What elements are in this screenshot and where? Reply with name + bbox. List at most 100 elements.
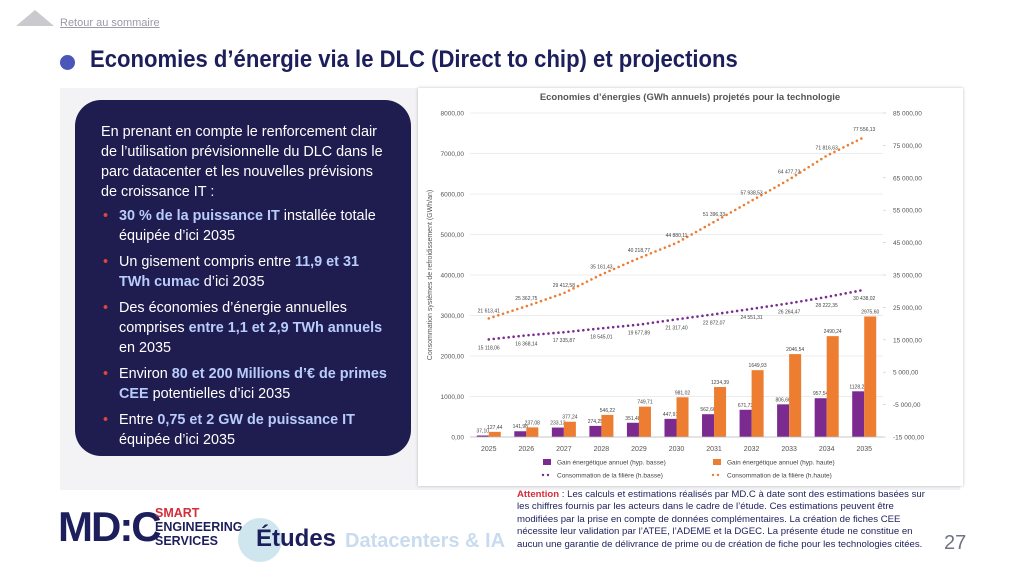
- y-tick-label: 0,00: [451, 435, 464, 442]
- bar-value-label: 237,08: [525, 420, 541, 426]
- section-badge: [238, 518, 282, 562]
- bar: [664, 418, 677, 437]
- x-tick-label: 2028: [594, 446, 610, 453]
- line-value-label: 17 335,87: [553, 338, 575, 344]
- bullet-highlight: 11,9 et 31 TWh cumac: [119, 254, 359, 290]
- bar: [551, 427, 564, 437]
- line-value-label: 44 880,11: [666, 233, 688, 239]
- title-bullet: [60, 55, 75, 70]
- line-value-label: 18 545,01: [590, 334, 612, 340]
- back-icon[interactable]: [14, 8, 56, 28]
- bar-value-label: 2490,24: [824, 329, 842, 335]
- bar-value-label: 749,71: [637, 400, 653, 406]
- bar-value-label: 562,66: [700, 407, 716, 413]
- bar-value-label: 377,24: [562, 415, 578, 421]
- bullet-text: Un gisement compris entre: [119, 254, 295, 270]
- line-value-label: 35 161,43: [590, 264, 612, 270]
- y-tick-label: 8000,00: [441, 111, 465, 118]
- line-value-label: 24 551,31: [740, 315, 762, 321]
- x-tick-label: 2025: [481, 446, 497, 453]
- bar-value-label: 274,25: [588, 419, 604, 425]
- bullet-text: en 2035: [119, 340, 172, 356]
- bar-value-label: 546,22: [600, 408, 616, 414]
- slide-title: Economies d’énergie via le DLC (Direct t…: [90, 46, 738, 73]
- x-tick-label: 2030: [669, 446, 685, 453]
- logo: MD:C: [58, 503, 162, 550]
- bar: [626, 422, 639, 437]
- bullet-highlight: 0,75 et 2 GW de puissance IT: [157, 412, 355, 428]
- line-value-label: 22 872,07: [703, 320, 725, 326]
- summary-box: En prenant en compte le renforcement cla…: [75, 100, 411, 456]
- bar-value-label: 2975,60: [861, 309, 879, 315]
- bar: [676, 397, 689, 437]
- line-value-label: 57 938,53: [740, 191, 762, 197]
- bar: [514, 431, 527, 437]
- summary-bullet: Entre 0,75 et 2 GW de puissance IT équip…: [101, 410, 389, 450]
- y2-tick-label: 85 000,00: [893, 111, 922, 118]
- summary-bullet: Environ 80 et 200 Millions d’€ de primes…: [101, 364, 389, 404]
- bar-value-label: 1128,21: [849, 384, 867, 390]
- logo-tagline: SMART ENGINEERING SERVICES: [155, 506, 243, 548]
- y2-tick-label: 65 000,00: [893, 175, 922, 182]
- summary-intro: En prenant en compte le renforcement cla…: [101, 124, 383, 200]
- line-series: [487, 288, 866, 341]
- tagline-line: ENGINEERING: [155, 520, 243, 534]
- bar-value-label: 2046,54: [786, 347, 804, 353]
- line-series: [487, 135, 866, 320]
- bullet-text: Des économies d’énergie annuelles compri…: [119, 300, 347, 336]
- x-tick-label: 2033: [781, 446, 797, 453]
- y2-tick-label: 55 000,00: [893, 208, 922, 215]
- line-value-label: 16 368,14: [515, 341, 537, 347]
- bar-value-label: 351,48: [625, 416, 641, 422]
- bullet-highlight: entre 1,1 et 2,9 TWh annuels: [188, 320, 383, 336]
- disclaimer-label: Attention: [517, 489, 560, 500]
- bullet-text: d’ici 2035: [199, 274, 265, 290]
- bar: [751, 370, 764, 437]
- line-value-label: 64 477,72: [778, 169, 800, 175]
- bar: [852, 391, 865, 437]
- y-tick-label: 6000,00: [441, 192, 465, 199]
- bar-value-label: 806,66: [775, 397, 791, 403]
- back-link[interactable]: Retour au sommaire: [60, 17, 160, 29]
- disclaimer: Attention : Les calculs et estimations r…: [517, 489, 937, 551]
- bar: [589, 425, 602, 437]
- line-value-label: 15 118,06: [478, 345, 500, 351]
- line-value-label: 19 677,89: [628, 331, 650, 337]
- bar-value-label: 957,54: [813, 391, 829, 397]
- bar: [563, 421, 576, 437]
- summary-list: 30 % de la puissance IT installée totale…: [101, 206, 389, 450]
- y2-tick-label: 25 000,00: [893, 305, 922, 312]
- bullet-text: Entre: [119, 412, 158, 428]
- y-tick-label: 2000,00: [441, 354, 465, 361]
- y-tick-label: 1000,00: [441, 394, 465, 401]
- bullet-highlight: 80 et 200 Millions d’€ de primes CEE: [119, 366, 387, 402]
- chart-title: Economies d’énergies (GWh annuels) proje…: [540, 92, 840, 103]
- y-tick-label: 5000,00: [441, 232, 465, 239]
- bar: [638, 406, 651, 437]
- legend-swatch: [543, 459, 551, 465]
- bar-value-label: 671,73: [738, 403, 754, 409]
- y2-tick-label: 35 000,00: [893, 273, 922, 280]
- bullet-text: installée totale équipée d’ici 2035: [119, 208, 376, 244]
- tagline-line: SERVICES: [155, 534, 218, 548]
- x-tick-label: 2034: [819, 446, 835, 453]
- summary-bullet: Des économies d’énergie annuelles compri…: [101, 298, 389, 358]
- tagline-line: SMART: [155, 506, 200, 520]
- y-axis-title: Consommation systèmes de refroidissement…: [427, 190, 434, 360]
- bar-value-label: 1234,39: [711, 380, 729, 386]
- bar: [714, 387, 727, 437]
- bar: [476, 435, 489, 437]
- chart: Economies d’énergies (GWh annuels) proje…: [427, 92, 924, 480]
- x-tick-label: 2031: [706, 446, 722, 453]
- bar: [526, 427, 539, 437]
- line-value-label: 25 362,75: [515, 296, 537, 302]
- bar-value-label: 127,44: [487, 425, 503, 431]
- y-tick-label: 7000,00: [441, 151, 465, 158]
- disclaimer-text: : Les calculs et estimations réalisés pa…: [517, 489, 925, 550]
- legend-label: Gain énergétique annuel (hyp. basse): [557, 460, 666, 467]
- y2-tick-label: 45 000,00: [893, 240, 922, 247]
- x-tick-label: 2035: [856, 446, 872, 453]
- legend-label: Gain énergétique annuel (hyp. haute): [727, 460, 835, 467]
- legend-label: Consommation de la filière (h.basse): [557, 473, 663, 480]
